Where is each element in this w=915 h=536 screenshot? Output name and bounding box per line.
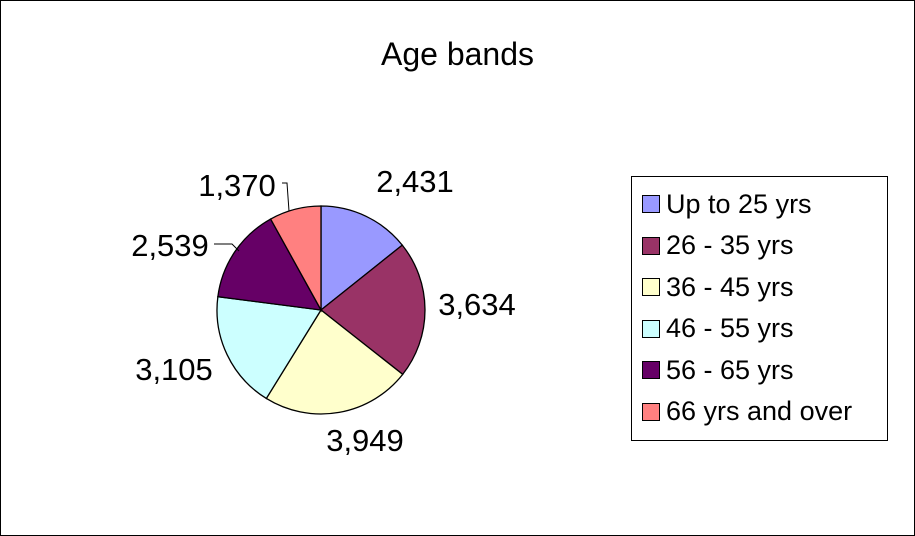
pie-slice-36-45-yrs (265, 309, 404, 415)
legend-item: 56 - 65 yrs (642, 355, 794, 385)
legend-swatch (642, 195, 660, 213)
legend-item: 46 - 55 yrs (642, 313, 794, 344)
legend-label: Up to 25 yrs (666, 188, 812, 219)
pie-slice-46-55-yrs (216, 295, 323, 400)
leader-line (214, 243, 240, 252)
legend-item: 66 yrs and over (642, 396, 853, 427)
data-label: 2,431 (376, 164, 454, 199)
legend-swatch (642, 278, 660, 296)
pie-slice-66-yrs-and-over (269, 205, 322, 313)
chart-title: Age bands (380, 36, 534, 72)
legend-label: 36 - 45 yrs (666, 271, 794, 302)
legend: Up to 25 yrs 26 - 35 yrs 36 - 45 yrs 46 - 5… (631, 176, 888, 441)
legend-swatch (642, 402, 660, 421)
pie-slice-26-35-yrs (319, 244, 426, 376)
legend-label: 56 - 65 yrs (666, 354, 794, 385)
legend-label: 46 - 55 yrs (666, 313, 794, 343)
data-label: 3,105 (135, 352, 213, 387)
leader-line (282, 182, 290, 212)
legend-item: 36 - 45 yrs (642, 272, 794, 302)
legend-swatch (642, 361, 660, 379)
data-label: 1,370 (198, 168, 276, 203)
pie-slice-up-to-25-yrs (320, 205, 404, 312)
legend-swatch (642, 236, 660, 255)
legend-item: Up to 25 yrs (642, 189, 812, 219)
pie-slice-56-65-yrs (217, 218, 323, 311)
data-label: 2,539 (131, 228, 209, 263)
data-label: 3,634 (438, 287, 516, 322)
legend-swatch (642, 319, 660, 338)
legend-label: 26 - 35 yrs (666, 230, 794, 260)
legend-label: 66 yrs and over (666, 396, 853, 426)
data-label: 3,949 (326, 423, 404, 458)
legend-item: 26 - 35 yrs (642, 230, 794, 261)
